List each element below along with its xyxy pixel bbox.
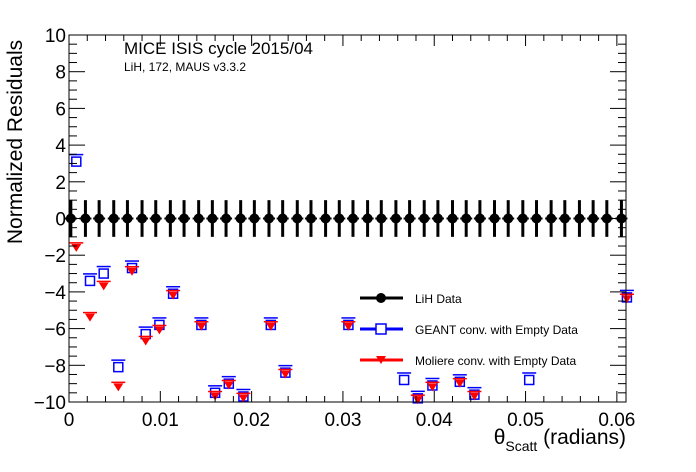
axes: 0 0.01 0.02 0.03 0.04 0.05 0.06 −10 −8 −6 −4 −2 0 2 4 6… [34,26,636,431]
y-tick-label: −8 [44,356,66,377]
x-axis-label: θScatt (radians) [494,426,626,454]
geant-point [98,268,109,279]
lih-point [150,213,161,224]
chart-subtitle: LiH, 172, MAUS v3.3.2 [124,60,246,74]
legend-marker-lih [376,293,386,303]
geant-point [398,374,410,386]
legend-label-geant: GEANT conv. with Empty Data [415,323,578,337]
moliere-point [223,381,234,390]
lih-point [235,213,246,224]
moliere-point [196,322,207,331]
lih-point [390,213,401,224]
y-tick-label: 0 [55,210,66,231]
moliere-point [238,394,249,403]
lih-point [489,213,500,224]
legend: LiH Data GEANT conv. with Empty Data Mol… [360,292,578,368]
lih-point [601,213,612,224]
lih-point [179,213,190,224]
moliere-point [469,392,480,401]
x-tick-label: 0 [64,410,75,431]
lih-point [165,213,176,224]
lih-point [320,213,331,224]
x-axis-label-unit: (radians) [537,426,626,449]
lih-point [292,213,303,224]
geant-point [84,275,96,287]
lih-point [347,213,358,224]
lih-point [432,213,443,224]
moliere-point [113,383,124,392]
y-tick-label: 2 [55,173,66,194]
moliere-point [168,291,179,300]
moliere-point [98,282,109,291]
x-tick-label: 0.02 [233,410,270,431]
legend-label-lih: LiH Data [415,292,462,306]
lih-point [447,213,458,224]
lih-point [474,213,485,224]
x-tick-label: 0.04 [416,410,453,431]
lih-point [108,213,119,224]
x-tick-label: 0.01 [142,410,179,431]
geant-point [71,156,82,167]
x-axis-label-subscript: Scatt [505,438,537,454]
lih-point [305,213,316,224]
lih-point [80,213,91,224]
moliere-point [280,370,291,379]
lih-point [503,213,514,224]
moliere-point [412,396,423,405]
moliere-point [127,267,138,276]
lih-point [362,213,373,224]
x-tick-label: 0.05 [507,410,544,431]
chart-title: MICE ISIS cycle 2015/04 [124,39,313,58]
y-tick-label: −2 [44,246,66,267]
lih-point [404,213,415,224]
y-tick-label: −4 [44,283,66,304]
lih-point [249,213,260,224]
lih-point [517,213,528,224]
lih-point [263,213,274,224]
lih-point [137,213,148,224]
lih-point [277,213,288,224]
moliere-point [140,337,151,346]
legend-label-moliere: Moliere conv. with Empty Data [415,354,576,368]
geant-point [140,328,151,340]
lih-point [588,213,599,224]
y-tick-label: 4 [55,136,66,157]
moliere-point [621,295,632,304]
legend-marker-geant [375,323,387,335]
lih-point [531,213,542,224]
lih-point [193,213,204,224]
moliere-point [265,322,276,331]
lih-point [546,213,557,224]
moliere-point [454,379,465,388]
y-tick-label: 8 [55,63,66,84]
lih-point [419,213,430,224]
moliere-point [154,326,165,335]
moliere-point [85,313,96,322]
y-axis-label: Normalized Residuals [4,40,27,244]
moliere-point [343,322,354,331]
lih-point [376,213,387,224]
x-axis-label-symbol: θ [494,426,506,449]
y-tick-label: 6 [55,99,66,120]
moliere-point [427,383,438,392]
legend-marker-moliere [376,356,386,364]
lih-point [207,213,218,224]
lih-point [574,213,585,224]
geant-point [523,374,535,386]
x-tick-label: 0.03 [324,410,361,431]
lih-point [122,213,133,224]
geant-point [113,361,124,373]
y-tick-label: 10 [45,26,66,47]
y-tick-label: −10 [34,393,66,414]
y-tick-label: −6 [44,320,66,341]
lih-point [559,213,570,224]
lih-point [94,213,105,224]
x-tick-label: 0.06 [598,410,635,431]
lih-point [221,213,232,224]
lih-point [461,213,472,224]
lih-point [334,213,345,224]
